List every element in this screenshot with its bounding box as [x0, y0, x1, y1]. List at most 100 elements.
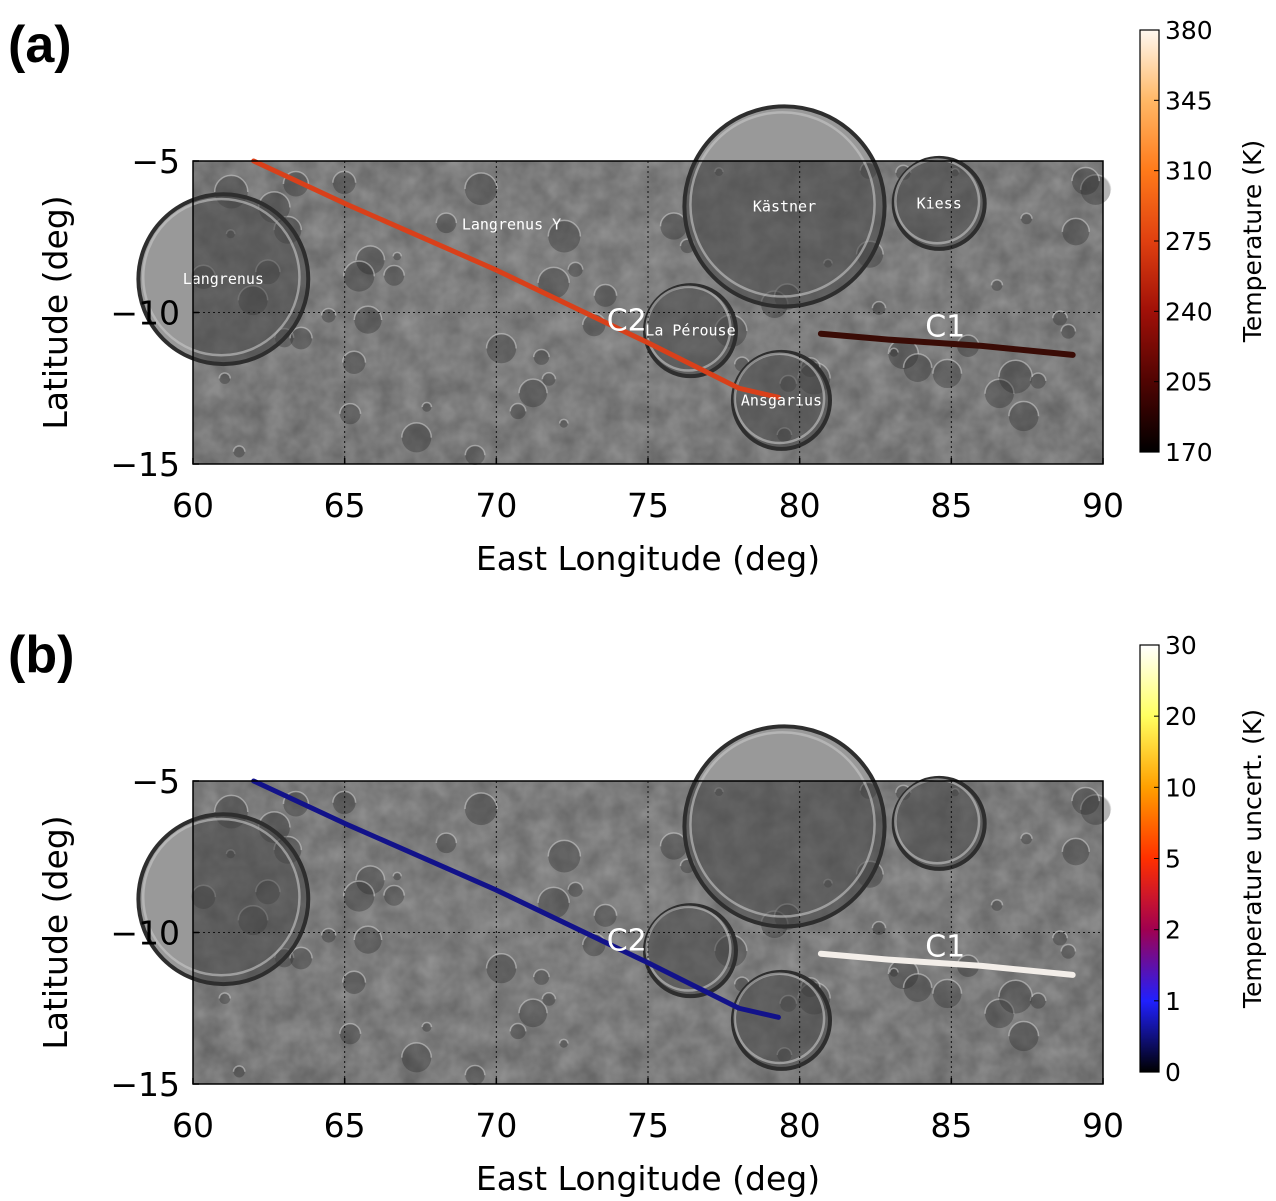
small-crater-rim	[1061, 217, 1091, 232]
small-crater	[568, 262, 583, 277]
small-crater	[872, 921, 886, 935]
small-crater-rim	[464, 1064, 486, 1076]
track-label-c2: C2	[607, 304, 647, 339]
panel-label: (b)	[8, 626, 74, 684]
y-tick-label: −5	[131, 762, 180, 801]
small-crater	[354, 926, 382, 954]
x-tick-label: 85	[930, 1106, 972, 1145]
colorbar-tick-label: 30	[1165, 631, 1197, 660]
small-crater-rim	[567, 881, 584, 890]
small-crater-rim	[341, 350, 367, 363]
y-tick-label: −15	[110, 445, 180, 484]
feature-label: La Pérouse	[645, 322, 735, 340]
small-crater	[888, 339, 919, 369]
small-crater-rim	[990, 899, 1004, 906]
track-label-c1: C1	[925, 930, 965, 965]
small-crater	[1052, 931, 1068, 946]
small-crater-rim	[383, 264, 405, 276]
x-tick-label: 60	[172, 1106, 214, 1145]
colorbar: 380 345 310 275 240 205 170 Temperature (K)	[1139, 16, 1267, 467]
small-crater	[486, 953, 517, 984]
small-crater-rim	[990, 279, 1004, 286]
gridlines	[193, 161, 1103, 464]
x-tick-label: 65	[324, 1106, 366, 1145]
small-crater-rim	[1052, 310, 1068, 319]
small-crater-rim	[339, 402, 362, 414]
small-crater	[339, 403, 361, 425]
small-crater	[356, 245, 385, 275]
small-crater-rim	[1071, 166, 1101, 182]
small-crater	[436, 833, 457, 854]
crater-rim	[141, 197, 301, 357]
colorbar-tick-label: 205	[1165, 368, 1213, 397]
map-area: C2 C1	[136, 724, 1112, 1086]
small-crater	[436, 213, 457, 234]
small-crater	[594, 904, 617, 927]
colorbar-tick-label: 5	[1165, 845, 1181, 874]
small-crater-rim	[871, 300, 887, 309]
small-crater	[559, 419, 568, 428]
colorbar-tick-label: 0	[1165, 1058, 1181, 1087]
small-crater	[383, 265, 405, 286]
small-crater-rim	[401, 1042, 433, 1058]
track-c2	[251, 778, 781, 1020]
track-c1	[817, 330, 1076, 358]
small-crater-rim	[383, 884, 405, 896]
small-crater-rim	[289, 946, 313, 959]
small-crater-rim	[902, 353, 933, 368]
small-crater-rim	[401, 422, 433, 438]
small-crater	[356, 865, 385, 895]
feature-label: Kiess	[917, 194, 962, 212]
small-crater	[889, 968, 899, 977]
small-crater-rim	[888, 347, 899, 353]
small-crater	[510, 1023, 526, 1040]
small-crater-rim	[232, 1065, 246, 1072]
gridlines	[193, 781, 1103, 1084]
crater-floor	[891, 775, 987, 871]
y-axis-label: Latitude (deg)	[36, 815, 75, 1049]
small-crater	[383, 885, 405, 906]
y-tick-label: −5	[131, 142, 180, 181]
small-crater-rim	[343, 260, 376, 277]
small-crater-rim	[509, 402, 527, 412]
crater-kiess	[891, 775, 987, 871]
x-tick-label: 90	[1082, 486, 1124, 525]
small-crater-rim	[1061, 837, 1091, 852]
small-crater-rim	[1008, 400, 1040, 417]
small-crater-rim	[998, 359, 1033, 377]
small-crater	[533, 969, 550, 985]
crater-ansgarius	[730, 349, 833, 451]
small-crater	[464, 173, 498, 206]
track-c2	[251, 158, 781, 400]
small-crater-rim	[1071, 786, 1101, 802]
small-crater	[932, 979, 962, 1009]
small-crater	[422, 1022, 432, 1032]
small-crater-rim	[547, 219, 582, 237]
small-crater	[321, 928, 336, 943]
feature-label: Kästner	[753, 197, 816, 215]
small-crater	[510, 403, 526, 420]
small-crater-rim	[435, 832, 458, 844]
colorbar-tick-label: 240	[1165, 297, 1213, 326]
y-axis-label: Latitude (deg)	[36, 195, 75, 429]
feature-label: Langrenus Y	[462, 216, 561, 234]
x-tick-label: 75	[627, 486, 669, 525]
feature-label: Langrenus	[183, 270, 264, 288]
small-crater	[290, 947, 313, 970]
small-crater-rim	[421, 401, 433, 408]
small-crater	[1061, 324, 1076, 339]
colorbar-tick-label: 275	[1165, 227, 1213, 256]
small-crater-rim	[871, 920, 887, 929]
small-crater	[1052, 311, 1068, 326]
crater-k-stner	[682, 724, 887, 929]
x-tick-label: 65	[324, 486, 366, 525]
small-crater	[542, 992, 556, 1006]
crater-floor	[682, 724, 887, 929]
track-label-c2: C2	[607, 924, 647, 959]
small-crater-rim	[558, 418, 569, 424]
small-crater	[486, 333, 517, 364]
small-crater	[542, 372, 556, 386]
x-axis-label: East Longitude (deg)	[476, 539, 820, 578]
small-crater-rim	[1079, 174, 1112, 190]
small-crater-rim	[353, 925, 383, 941]
